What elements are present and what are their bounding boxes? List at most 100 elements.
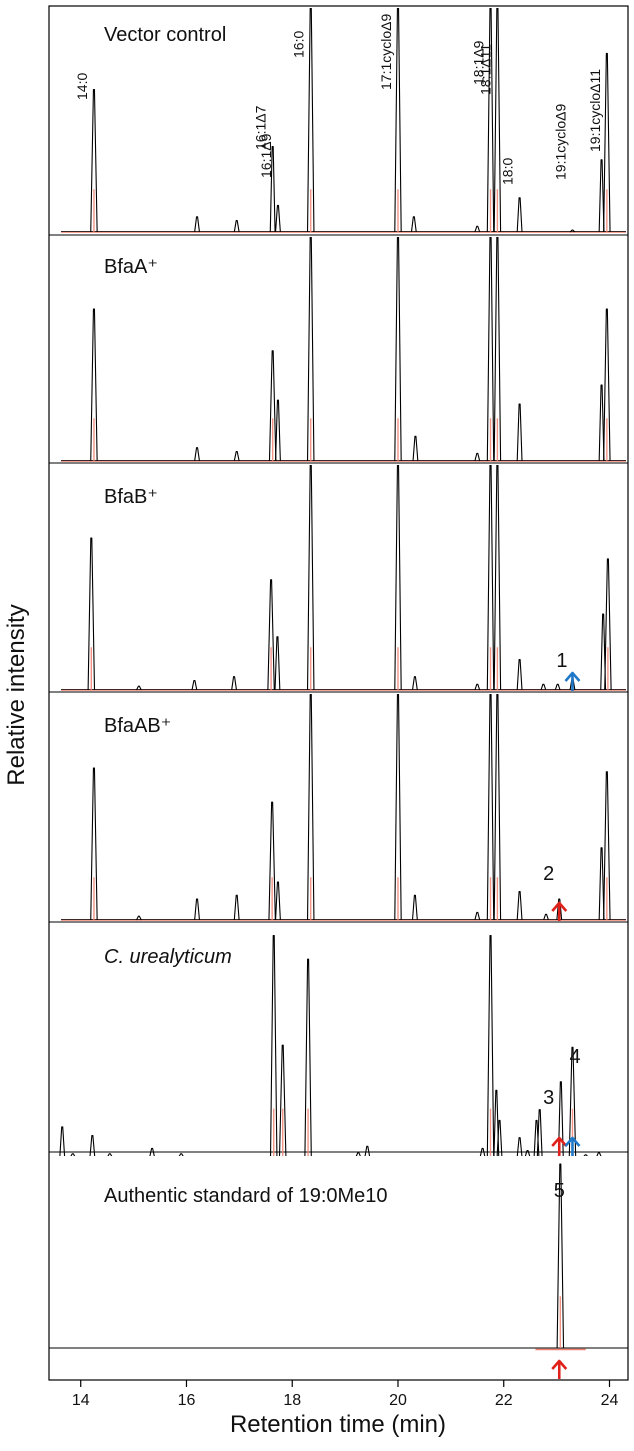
peak — [598, 159, 605, 233]
panel-title: BfaA⁺ — [104, 256, 158, 278]
panel-2: BfaA⁺ — [61, 237, 626, 462]
peak-number-label: 5 — [554, 1180, 565, 1202]
peak — [394, 8, 402, 233]
panel-title: C. urealyticum — [104, 946, 232, 968]
peak — [556, 898, 563, 921]
blue-arrow — [564, 671, 581, 691]
red-arrow — [551, 1359, 568, 1379]
peak — [355, 1152, 361, 1156]
peak — [233, 450, 240, 462]
peak — [70, 1153, 76, 1156]
peak — [486, 935, 495, 1156]
peak — [275, 881, 281, 921]
peak-number-label: 1 — [556, 650, 567, 672]
peak — [194, 447, 200, 462]
peak-label: 14:0 — [74, 73, 90, 100]
peak — [604, 558, 612, 691]
peak — [516, 197, 523, 233]
panel-title: BfaB⁺ — [104, 486, 158, 508]
peak — [269, 145, 276, 233]
peak — [493, 8, 502, 233]
x-tick-label: 22 — [495, 1392, 513, 1409]
peak — [474, 225, 481, 233]
peak — [479, 1147, 486, 1156]
peak — [191, 679, 198, 691]
peak — [194, 216, 201, 233]
peak — [194, 898, 201, 921]
peak — [87, 537, 96, 691]
peak — [268, 350, 277, 462]
peak — [486, 465, 495, 691]
x-tick-label: 24 — [601, 1392, 619, 1409]
peak — [598, 384, 605, 462]
peak — [486, 8, 495, 233]
x-tick-label: 14 — [72, 1392, 90, 1409]
peak — [598, 847, 605, 921]
peak — [493, 1089, 500, 1156]
peak — [268, 801, 276, 921]
y-axis-label: Relative intensity — [3, 604, 30, 785]
peak — [178, 1153, 184, 1156]
peak — [90, 767, 98, 921]
peak — [600, 613, 607, 691]
peak — [107, 1153, 113, 1156]
peak — [603, 52, 611, 233]
panel-title: BfaAB⁺ — [104, 715, 171, 737]
peak — [536, 1109, 543, 1156]
peak — [149, 1147, 155, 1156]
peak — [231, 676, 238, 691]
peak — [364, 1145, 371, 1156]
peak — [412, 435, 419, 462]
peak-label: 16:0 — [291, 31, 307, 58]
peak — [474, 452, 481, 462]
peak — [516, 1137, 523, 1156]
peak — [274, 636, 281, 691]
peak — [516, 659, 523, 691]
peak — [135, 685, 142, 691]
panel-4: BfaAB⁺ 2 — [61, 694, 626, 921]
peak — [306, 694, 315, 921]
peak-label: 18:1Δ9 — [471, 40, 487, 85]
peak-number-label: 3 — [543, 1087, 554, 1109]
peak — [474, 911, 481, 921]
x-tick-label: 16 — [178, 1392, 196, 1409]
peak — [89, 1134, 96, 1156]
peak — [306, 8, 315, 233]
panel-6: Authentic standard of 19:0Me10 5 — [49, 1163, 628, 1379]
peak — [394, 237, 402, 462]
x-axis: 14 16 18 20 22 24 — [72, 1380, 619, 1409]
peak-number-label: 4 — [570, 1046, 581, 1068]
peak — [90, 308, 98, 462]
peak — [603, 308, 611, 462]
red-arrow — [551, 901, 568, 921]
peak-label: 16:1Δ7 — [253, 105, 269, 150]
peak — [543, 913, 549, 921]
peak-label: 19:1cycloΔ11 — [587, 69, 603, 152]
peak — [486, 694, 495, 921]
peak — [233, 894, 240, 921]
peak — [306, 465, 315, 691]
peak-number-label: 2 — [543, 863, 554, 885]
x-tick-label: 20 — [389, 1392, 407, 1409]
peak — [269, 935, 278, 1156]
peak — [59, 1126, 66, 1156]
peak — [411, 894, 418, 921]
peak — [135, 915, 142, 921]
peak — [496, 1119, 503, 1156]
peak — [233, 220, 240, 233]
x-axis-label: Retention time (min) — [230, 1411, 446, 1438]
peak — [411, 676, 418, 691]
peak — [493, 694, 502, 921]
peak — [394, 694, 402, 921]
panel-title: Authentic standard of 19:0Me10 — [104, 1185, 388, 1207]
peak — [583, 1154, 588, 1156]
plot-border — [48, 5, 629, 1381]
peak — [486, 237, 495, 462]
peak-label: 17:1cycloΔ9 — [378, 14, 394, 90]
peak — [568, 1046, 577, 1156]
peak — [278, 1044, 287, 1156]
peak — [556, 1163, 565, 1349]
peak — [90, 88, 98, 233]
